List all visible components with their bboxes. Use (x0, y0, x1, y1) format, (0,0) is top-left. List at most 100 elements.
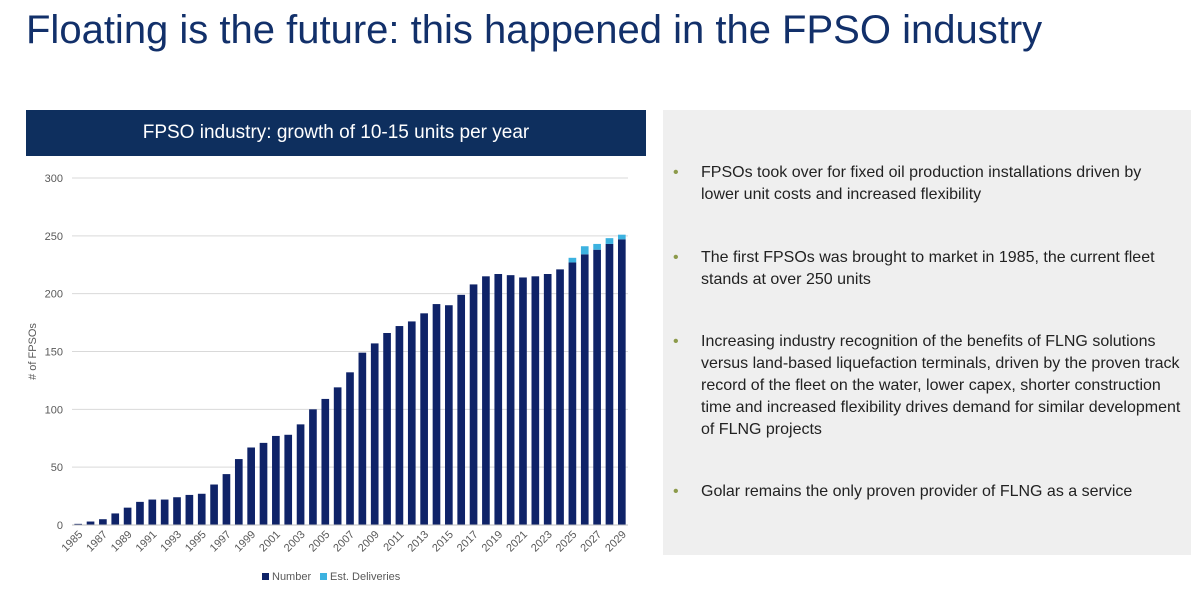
x-tick-label: 2017 (455, 529, 481, 555)
x-tick-label: 1993 (158, 529, 184, 555)
bar-1987-number (99, 519, 107, 525)
bar-2007-number (346, 372, 354, 525)
bullet-text: Golar remains the only proven provider o… (701, 483, 1133, 500)
bar-2017-number (469, 284, 478, 525)
x-tick-label: 1991 (134, 529, 160, 555)
bar-2020-number (506, 275, 515, 525)
x-tick-label: 1997 (208, 529, 234, 555)
x-tick-label: 1989 (109, 529, 135, 555)
bar-2023-number (543, 274, 552, 525)
y-axis-ticks: 0 50 100 150 200 250 300 (45, 173, 63, 532)
x-tick-label: 2013 (405, 529, 431, 555)
x-tick-label: 1987 (84, 529, 110, 555)
info-panel: • FPSOs took over for fixed oil producti… (663, 110, 1191, 555)
bar-1990-number (136, 501, 144, 525)
bar-2026-est-deliveries (580, 246, 589, 255)
bar-2005-number (321, 398, 330, 525)
bar-2028-number (605, 243, 614, 525)
bar-1991-number (148, 499, 157, 525)
x-tick-label: 2015 (430, 529, 456, 555)
y-axis-title: # of FPSOs (27, 323, 39, 380)
bar-2000-number (259, 442, 268, 525)
bar-2022-number (531, 276, 540, 525)
y-tick-label: 0 (57, 520, 63, 532)
bar-1989-number (123, 507, 132, 525)
bar-2002-number (284, 434, 293, 525)
x-tick-label: 2001 (257, 529, 283, 555)
y-tick-label: 300 (45, 173, 63, 185)
x-tick-label: 1995 (183, 529, 209, 555)
bar-2018-number (482, 276, 490, 525)
legend-label-number: Number (272, 571, 311, 583)
bar-2009-number (370, 343, 379, 525)
bar-2010-number (383, 332, 391, 525)
bar-1997-number (222, 474, 231, 525)
y-tick-label: 150 (45, 347, 63, 359)
bar-1998-number (234, 459, 243, 525)
slide-title: Floating is the future: this happened in… (26, 8, 1043, 52)
bar-2015-number (445, 305, 453, 525)
bar-2006-number (333, 387, 342, 525)
y-tick-label: 250 (45, 231, 63, 243)
legend-swatch-est-deliveries (320, 573, 327, 580)
bullet-dot: • (673, 249, 679, 266)
bar-2027-number (593, 249, 601, 526)
bar-2004-number (309, 409, 317, 525)
bullet-text: FPSOs took over for fixed oil production… (701, 164, 1142, 203)
bar-1988-number (111, 513, 120, 525)
x-tick-label: 2003 (282, 529, 308, 555)
x-tick-label: 2019 (480, 529, 506, 555)
x-tick-label: 2027 (578, 529, 604, 555)
x-tick-label: 2021 (504, 529, 530, 555)
x-tick-label: 2025 (554, 529, 580, 555)
bullet-item: • The first FPSOs was brought to market … (663, 247, 1191, 291)
chart-title: FPSO industry: growth of 10-15 units per… (26, 110, 646, 156)
bar-1994-number (185, 494, 194, 525)
bullet-dot: • (673, 333, 679, 350)
bar-series (74, 234, 626, 526)
bullet-item: • Golar remains the only proven provider… (663, 481, 1191, 503)
bar-1992-number (160, 499, 169, 525)
bullet-item: • Increasing industry recognition of the… (663, 331, 1191, 441)
bar-2029-number (617, 239, 626, 525)
bar-2029-est-deliveries (617, 234, 626, 240)
bullet-dot: • (673, 483, 679, 500)
x-tick-label: 2023 (529, 529, 555, 555)
bar-1993-number (173, 497, 181, 525)
bar-1985-number (74, 523, 83, 525)
bar-2016-number (457, 294, 466, 525)
x-tick-label: 1985 (60, 529, 86, 555)
bar-2011-number (395, 326, 404, 525)
bar-1995-number (197, 493, 206, 525)
bar-2028-est-deliveries (605, 238, 614, 244)
chart-legend: Number Est. Deliveries (262, 571, 401, 583)
bar-2024-number (556, 269, 564, 525)
bar-2025-est-deliveries (568, 257, 577, 263)
x-tick-label: 2005 (307, 529, 333, 555)
bullet-dot: • (673, 164, 679, 181)
bar-2019-number (494, 274, 503, 525)
bar-2014-number (432, 304, 441, 525)
bar-1999-number (247, 447, 255, 525)
legend-swatch-number (262, 573, 269, 580)
bar-2012-number (407, 321, 416, 525)
bar-2021-number (519, 277, 527, 525)
bullet-text: Increasing industry recognition of the b… (701, 333, 1181, 438)
bar-2025-number (568, 262, 577, 525)
bar-2027-est-deliveries (593, 243, 601, 250)
y-tick-label: 100 (45, 404, 63, 416)
bar-2026-number (580, 254, 589, 525)
bullet-item: • FPSOs took over for fixed oil producti… (663, 162, 1191, 206)
bullet-text: The first FPSOs was brought to market in… (701, 249, 1155, 288)
x-tick-label: 2009 (356, 529, 382, 555)
y-tick-label: 50 (51, 462, 63, 474)
x-tick-label: 2007 (331, 529, 357, 555)
x-tick-label: 1999 (232, 529, 258, 555)
bar-2008-number (358, 352, 367, 525)
legend-label-est-deliveries: Est. Deliveries (330, 571, 401, 583)
bar-2003-number (296, 424, 305, 525)
x-axis-ticks: 1985198719891991199319951997199920012003… (60, 529, 629, 555)
bar-2001-number (272, 435, 280, 525)
bar-2013-number (420, 313, 428, 525)
